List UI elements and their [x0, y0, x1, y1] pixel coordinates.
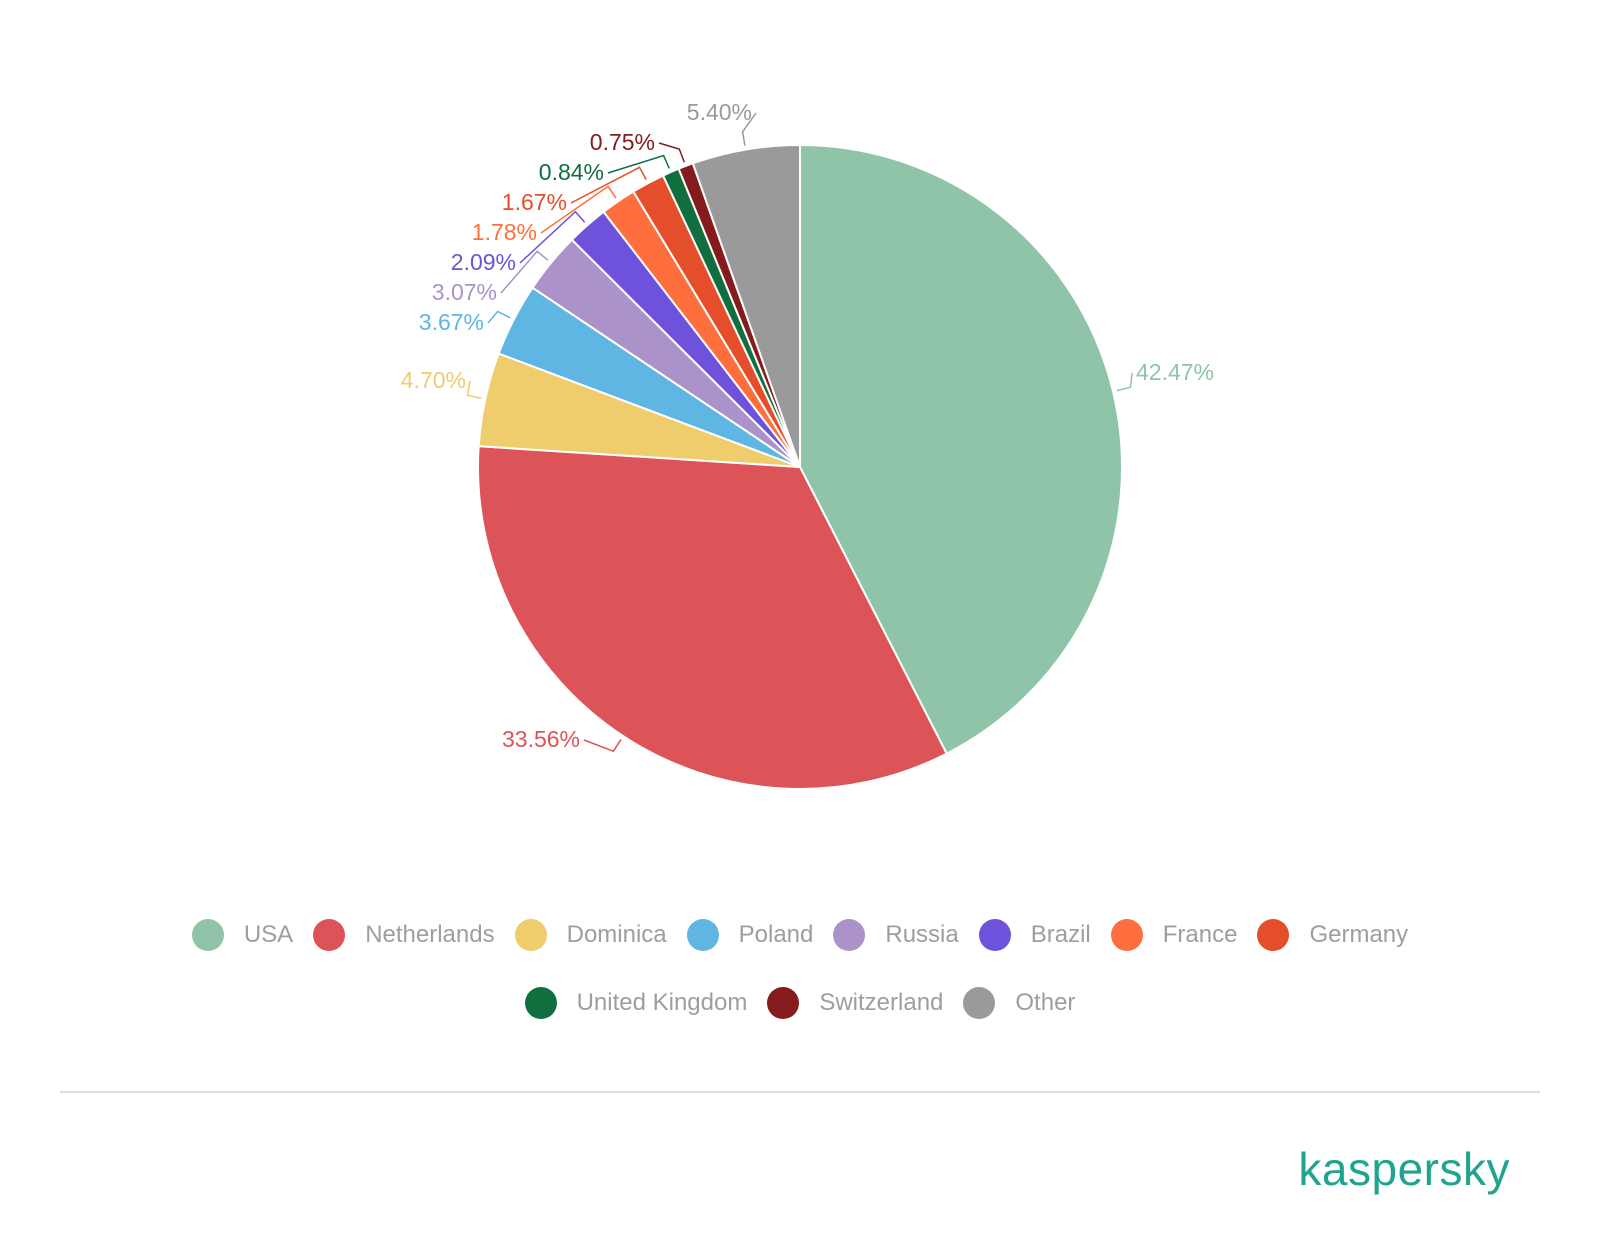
data-label-dominica: 4.70%: [401, 367, 466, 393]
legend-swatch: [1257, 919, 1290, 951]
legend-label: France: [1162, 921, 1238, 948]
legend-swatch: [686, 919, 719, 951]
legend-label: Switzerland: [819, 989, 944, 1016]
divider: [60, 1091, 1540, 1093]
legend-swatch: [978, 919, 1011, 951]
data-label-france: 1.78%: [472, 219, 537, 245]
legend-swatch: [514, 919, 547, 951]
legend-swatch: [313, 919, 346, 951]
data-label-brazil: 2.09%: [451, 249, 516, 275]
legend-label: Russia: [885, 921, 959, 948]
data-label-usa: 42.47%: [1136, 359, 1214, 385]
legend-item-dominica: Dominica: [514, 919, 667, 951]
leader-line-other: [741, 112, 757, 146]
leader-line-france: [540, 185, 617, 234]
leader-line-dominica: [466, 380, 482, 400]
legend-item-usa: USA: [191, 919, 294, 951]
legend-swatch: [833, 919, 866, 951]
legend-label: Poland: [738, 921, 814, 948]
legend-row: United Kingdom Switzerland Other: [0, 987, 1600, 1019]
legend-label: Germany: [1309, 921, 1409, 948]
leader-line-russia: [500, 250, 549, 294]
legend-label: USA: [243, 921, 294, 948]
leader-line-netherlands: [583, 739, 622, 753]
legend-item-netherlands: Netherlands: [313, 919, 495, 951]
leader-line-germany: [570, 166, 647, 204]
data-label-germany: 1.67%: [502, 189, 567, 215]
legend-label: Brazil: [1030, 921, 1091, 948]
kaspersky-logo: kaspersky: [1298, 1143, 1510, 1195]
legend-label: Dominica: [566, 921, 667, 948]
legend-item-russia: Russia: [833, 919, 959, 951]
legend-item-united-kingdom: United Kingdom: [524, 987, 748, 1019]
legend-swatch: [1110, 919, 1143, 951]
data-label-netherlands: 33.56%: [502, 726, 580, 752]
pie-slice-netherlands: [477, 445, 949, 790]
data-label-poland: 3.67%: [419, 309, 484, 335]
legend-swatch: [767, 987, 800, 1019]
legend-swatch: [524, 987, 557, 1019]
pie-slice-other: [691, 143, 801, 468]
leader-line-switzerland: [658, 142, 685, 163]
legend-label: United Kingdom: [576, 989, 748, 1016]
legend-item-switzerland: Switzerland: [767, 987, 943, 1019]
legend-item-poland: Poland: [686, 919, 814, 951]
legend-swatch: [191, 919, 224, 951]
leader-line-brazil: [519, 210, 586, 264]
legend-item-france: France: [1110, 919, 1238, 951]
data-label-united-kingdom: 0.84%: [539, 159, 604, 185]
legend-item-germany: Germany: [1257, 919, 1408, 951]
legend-item-brazil: Brazil: [978, 919, 1091, 951]
data-label-other: 5.40%: [687, 99, 752, 125]
legend-label: Netherlands: [365, 921, 495, 948]
legend-item-other: Other: [963, 987, 1075, 1019]
leader-line-usa: [1116, 372, 1133, 392]
leader-line-poland: [487, 310, 511, 324]
leader-line-united-kingdom: [607, 154, 670, 174]
data-label-switzerland: 0.75%: [590, 129, 655, 155]
pie-chart: 42.47% 33.56% 4.70% 3.67% 3.07% 2.09% 1.78% 1.6…: [401, 99, 1214, 790]
legend-label: Other: [1015, 989, 1076, 1016]
legend-row: USA Netherlands Dominica Poland Russia Brazil…: [0, 919, 1600, 951]
legend-swatch: [963, 987, 996, 1019]
pie-slice-usa: [799, 143, 1123, 755]
data-label-russia: 3.07%: [432, 279, 497, 305]
